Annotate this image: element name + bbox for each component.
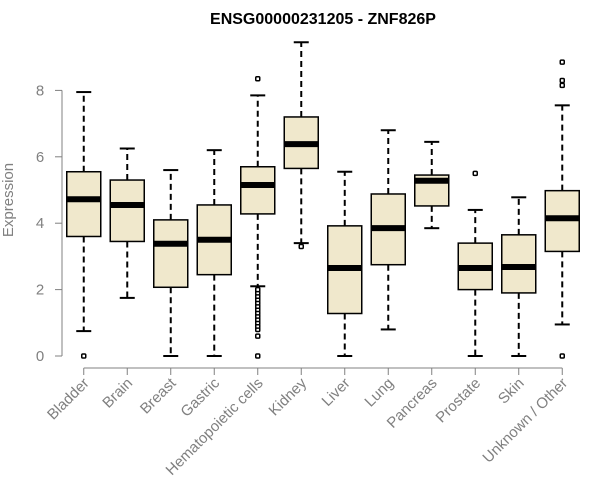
outlier-point [472,170,478,177]
x-tick-label: Liver [319,375,354,410]
y-tick-label: 4 [36,215,44,232]
box-group [196,149,232,357]
box-group [501,196,537,357]
outlier-point [255,286,261,293]
box-group [414,140,450,230]
box-iqr [153,219,189,289]
outlier-point [559,82,565,89]
x-tick-label: Skin [495,375,528,408]
outlier-point [255,353,261,359]
x-tick-label: Prostate [433,375,485,427]
chart-title: ENSG00000231205 - ZNF826P [210,11,436,28]
x-tick-label: Breast [137,374,180,417]
outlier-point [559,77,565,84]
y-tick-label: 0 [36,348,44,365]
box-iqr [501,234,537,294]
x-tick-label: Brain [99,375,136,412]
box-group [109,147,145,299]
y-axis-label: Expression [0,163,17,237]
y-axis: 0 2 4 6 8 [36,82,63,365]
outlier-point [298,243,304,250]
box-iqr [109,179,145,243]
x-tick-label: Kidney [266,374,311,419]
outlier-point [559,59,565,65]
outlier-point [81,353,87,359]
box-group [153,169,189,357]
outlier-point [255,76,261,82]
box-group [327,170,363,357]
y-tick-label: 2 [36,282,44,299]
box-iqr [240,166,276,215]
box-group [457,170,493,357]
box-group [66,91,102,359]
outlier-point [255,333,261,339]
y-tick-label: 6 [36,149,44,166]
x-tick-label: Bladder [44,375,93,424]
y-tick-label: 8 [36,82,44,99]
box-group [370,129,406,331]
box-group [283,41,319,250]
outlier-point [559,353,565,359]
box-group [544,59,580,359]
x-tick-label: Lung [361,375,397,411]
box-iqr [66,170,102,238]
box-series [66,41,580,359]
box-group [240,76,276,359]
